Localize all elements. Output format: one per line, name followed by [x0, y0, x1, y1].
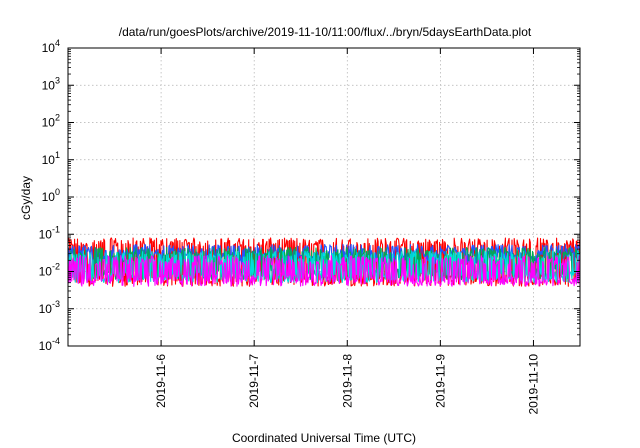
y-tick-label: 103	[42, 75, 60, 92]
axes	[67, 47, 581, 347]
x-axis-label: Coordinated Universal Time (UTC)	[232, 431, 416, 445]
y-tick-labels: 10-4 10-3 10-2 10-1 100 101 102 103 104	[39, 38, 60, 353]
y-tick-label: 104	[42, 38, 60, 55]
series-line	[67, 255, 581, 287]
x-tick-label: 2019-11-9	[433, 354, 447, 408]
x-tick-label: 2019-11-8	[340, 354, 354, 408]
plot-frame	[67, 47, 581, 347]
x-tick-label: 2019-11-6	[154, 354, 168, 408]
y-tick-label: 102	[42, 113, 60, 130]
y-tick-label: 100	[42, 187, 60, 204]
y-tick-label: 10-1	[39, 224, 60, 241]
y-tick-label: 101	[42, 150, 60, 167]
y-tick-label: 10-3	[39, 299, 60, 316]
series-line	[67, 237, 581, 287]
series-layer	[67, 237, 581, 287]
grid	[68, 48, 580, 346]
y-axis-label: cGy/day	[19, 176, 33, 220]
y-tick-label: 10-2	[39, 262, 60, 279]
x-tick-label: 2019-11-10	[526, 354, 540, 415]
x-tick-labels: 2019-11-6 2019-11-7 2019-11-8 2019-11-9 2019…	[154, 354, 540, 415]
chart-title: /data/run/goesPlots/archive/2019-11-10/1…	[119, 25, 532, 39]
y-tick-label: 10-4	[39, 336, 60, 353]
x-tick-label: 2019-11-7	[247, 354, 261, 408]
